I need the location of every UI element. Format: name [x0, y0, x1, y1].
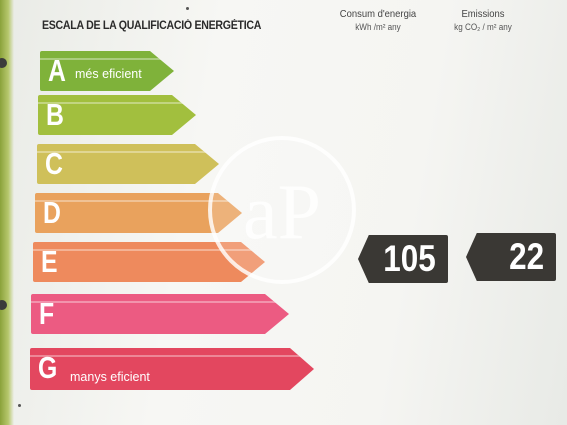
speck	[18, 404, 21, 407]
grade-letter: A	[48, 53, 66, 88]
bar-shine	[38, 102, 196, 104]
binder-edge	[0, 0, 14, 425]
bar-shine	[37, 151, 219, 153]
bar-shine	[30, 355, 314, 357]
bar-shine	[31, 301, 289, 303]
grade-letter: B	[46, 97, 64, 132]
grade-bar-d: D	[35, 193, 242, 233]
consumption-rating-value: 105	[383, 238, 436, 279]
emissions-unit: kg CO₂ / m² any	[454, 22, 512, 32]
grade-bar-b: B	[38, 95, 196, 135]
grade-letter: E	[41, 244, 58, 279]
agency-logo-watermark: aP	[208, 136, 356, 284]
grade-bar-a: A més eficient	[40, 51, 174, 91]
grade-letter: F	[39, 296, 55, 331]
consumption-header-label: Consum d'energia	[339, 8, 417, 20]
grade-letter: C	[45, 146, 63, 181]
bar-shine	[40, 58, 174, 60]
scale-title: ESCALA DE LA QUALIFICACIÓ ENERGÈTICA	[42, 20, 262, 32]
emissions-rating-value: 22	[509, 236, 544, 277]
grade-letter: G	[38, 350, 58, 385]
bar-shine	[35, 200, 242, 202]
consumption-rating-tag: 105	[358, 235, 448, 283]
speck	[186, 7, 189, 10]
grade-bar-c: C	[37, 144, 219, 184]
watermark-logo-text: aP	[243, 168, 321, 255]
grade-bar-e: E	[33, 242, 265, 282]
grade-bar-g: G manys eficient	[30, 348, 314, 390]
punch-hole	[0, 58, 7, 68]
grade-label-least-efficient: manys eficient	[70, 370, 150, 384]
consumption-column-header: Consum d'energia kWh /m² any	[337, 8, 420, 34]
punch-hole	[0, 300, 7, 310]
grade-letter: D	[43, 195, 61, 230]
grade-bar-f: F	[31, 294, 289, 334]
emissions-header-label: Emissions	[461, 8, 505, 20]
emissions-rating-tag: 22	[466, 233, 556, 281]
consumption-unit: kWh /m² any	[355, 22, 401, 32]
emissions-column-header: Emissions kg CO₂ / m² any	[443, 8, 524, 34]
grade-label-most-efficient: més eficient	[75, 67, 142, 81]
bar-shine	[33, 249, 265, 251]
